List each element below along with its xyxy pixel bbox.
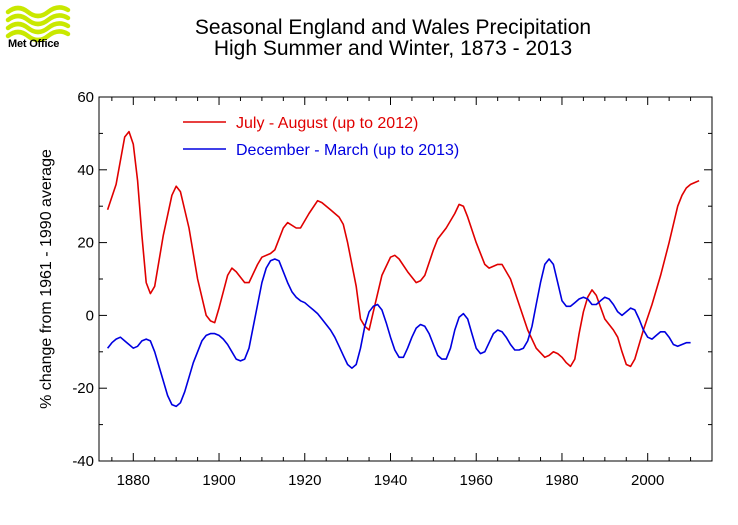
legend: July - August (up to 2012) December - Mar… (183, 115, 459, 159)
y-tick-label: 0 (86, 307, 94, 324)
y-tick-label: 60 (77, 89, 94, 106)
y-axis-title: % change from 1961 - 1990 average (38, 149, 55, 409)
y-axis: -40 -20 0 20 40 60 (72, 89, 712, 470)
x-tick-label: 1920 (288, 472, 321, 489)
series-line-0 (106, 130, 700, 368)
legend-label-1: December - March (up to 2013) (236, 142, 459, 159)
x-tick-label: 1960 (460, 472, 493, 489)
y-tick-label: 20 (77, 235, 94, 252)
y-tick-label: 40 (77, 162, 94, 179)
logo-text: Met Office (8, 38, 60, 50)
chart-title: Seasonal England and Wales Precipitation (194, 16, 592, 39)
met-office-waves-icon (5, 5, 71, 43)
met-office-logo (5, 5, 71, 43)
x-tick-label: 1880 (117, 472, 150, 489)
series-layer (106, 130, 700, 408)
legend-label-0: July - August (up to 2012) (236, 115, 418, 132)
series-line-1 (106, 258, 691, 408)
y-tick-label: -20 (72, 380, 94, 397)
y-tick-label: -40 (72, 453, 94, 470)
chart-subtitle: High Summer and Winter, 1873 - 2013 (213, 37, 573, 60)
x-tick-label: 2000 (631, 472, 664, 489)
x-tick-label: 1900 (202, 472, 235, 489)
x-tick-label: 1980 (545, 472, 578, 489)
x-axis: 1880 1900 1920 1940 1960 1980 2000 (111, 97, 692, 489)
x-tick-label: 1940 (374, 472, 407, 489)
